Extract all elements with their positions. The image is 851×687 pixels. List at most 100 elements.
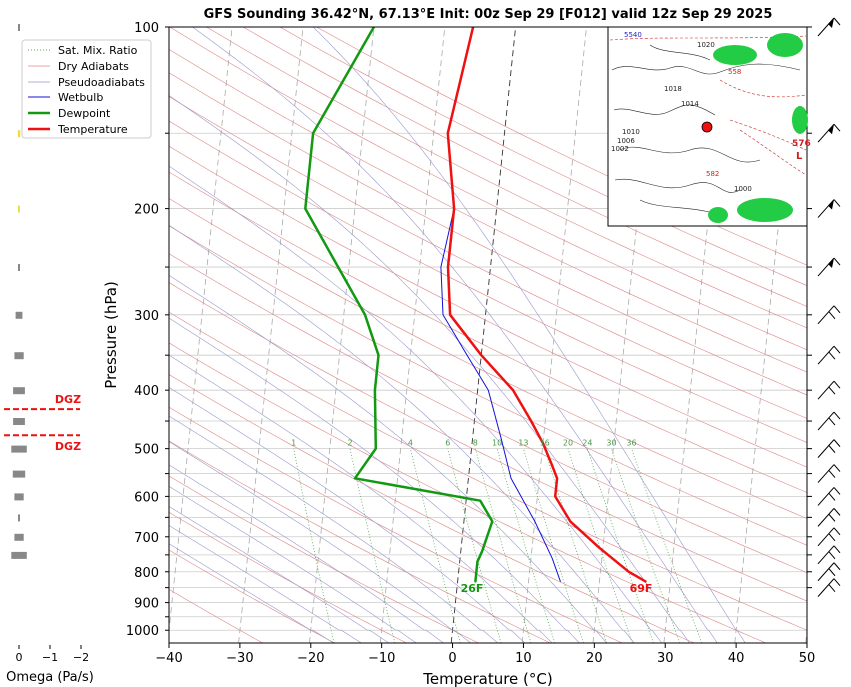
mixing-ratio-line (349, 448, 396, 643)
pseudoadiabat-line (169, 387, 526, 643)
y-tick-label: 500 (134, 443, 159, 458)
x-tick-label: −20 (297, 651, 324, 666)
omega-bar (14, 533, 24, 541)
y-tick-label: 100 (134, 21, 159, 36)
pseudoadiabat-line (169, 165, 662, 643)
omega-bar (18, 205, 20, 213)
wind-barb-pennant (828, 124, 834, 135)
isotherm-line (592, 27, 658, 643)
dry-adiabat-line (169, 475, 479, 643)
y-tick-label: 200 (134, 203, 159, 218)
x-tick-label: −40 (155, 651, 182, 666)
wind-barb-pennant (828, 18, 834, 28)
y-tick-label: 900 (134, 597, 159, 612)
inset-contour-label-1020: 1020 (697, 41, 715, 49)
mixing-ratio-label: 8 (473, 439, 478, 448)
x-tick-label: −30 (226, 651, 253, 666)
temperature-line (446, 27, 647, 583)
wind-barb-staff (817, 439, 835, 458)
wind-barbs (806, 17, 841, 643)
dry-adiabat-line (279, 27, 807, 286)
background-lines (169, 27, 807, 643)
wind-barb-flag (828, 470, 836, 478)
wind-barb-flag (833, 527, 841, 536)
mixing-ratio-line (293, 448, 335, 643)
wind-barb-pennant (828, 199, 834, 210)
isotherm-line (309, 27, 375, 643)
mixing-ratio-label: 24 (582, 439, 592, 448)
inset-contour-label-1014: 1014 (681, 100, 699, 108)
mixing-ratio-label: 30 (606, 439, 616, 448)
wind-barb-flag (833, 257, 841, 266)
isotherm-line (238, 27, 304, 643)
inset-contour-label-582: 582 (706, 170, 719, 178)
inset-contour-label-576: 576 (792, 139, 811, 149)
dry-adiabat-line (169, 512, 407, 643)
dry-adiabat-line (243, 27, 807, 307)
isotherm-line (734, 27, 800, 643)
omega-bar (13, 387, 25, 395)
mixing-ratio-labels: 1 2 4 6 8 10 13 16 20 24 30 36 (291, 439, 636, 448)
isotherm-line (663, 27, 729, 643)
mixing-ratio-label: 13 (518, 439, 528, 448)
chart-title: GFS Sounding 36.42°N, 67.13°E Init: 00z … (204, 7, 773, 22)
x-axis-ticks: −40 −30 −20 −10 0 10 20 30 40 50 (155, 643, 815, 666)
wind-barb-staff (817, 487, 835, 506)
dry-adiabat-line (169, 225, 807, 546)
wind-barb-flag (833, 345, 841, 354)
wind-barb-flag (833, 199, 841, 207)
x-tick-label: −10 (368, 651, 395, 666)
dry-adiabat-line (169, 282, 807, 602)
legend-label-dewpoint: Dewpoint (58, 107, 111, 120)
surface-temperature-label: 69F (630, 582, 653, 595)
legend-label-temperature: Temperature (57, 123, 128, 136)
mixing-ratio-label: 36 (626, 439, 636, 448)
omega-dgz-lines (4, 408, 80, 437)
mixing-ratio-line (631, 448, 703, 643)
omega-ticks: 0 −1 −2 (16, 645, 89, 664)
pseudoadiabat-line (192, 27, 718, 643)
inset-contour-label-5540: 5540 (624, 31, 642, 39)
isotherm-line (379, 27, 446, 643)
inset-contour-label-1006: 1006 (617, 137, 635, 145)
freezing-isotherm (450, 27, 517, 643)
inset-contour-label-1002: 1002 (611, 145, 629, 153)
x-axis-label: Temperature (°C) (422, 670, 552, 687)
dry-adiabat-line (169, 253, 807, 574)
wind-barb-flag (833, 17, 841, 26)
mixing-ratio-label: 4 (408, 439, 413, 448)
pseudoadiabat-line (169, 506, 390, 643)
wind-barb-flag (833, 464, 841, 472)
omega-tick-label: −2 (73, 651, 89, 664)
inset-contour-label-1010: 1010 (622, 128, 640, 136)
wind-barb-flag (828, 551, 836, 560)
mixing-ratio-line (496, 448, 556, 643)
pseudoadiabat-line (169, 317, 580, 643)
mixing-ratio-line (611, 448, 681, 643)
wind-barb-staff (817, 545, 835, 565)
dgz-label-bottom: DGZ (55, 440, 81, 453)
dry-adiabat-line (169, 171, 807, 493)
pseudoadiabat-line (169, 354, 553, 643)
wind-barb-flag (833, 487, 841, 495)
wind-barb-flag (828, 311, 836, 320)
wind-barb-flag (833, 305, 841, 314)
pseudoadiabat-line (169, 441, 471, 643)
wind-barb-flag (828, 584, 836, 592)
wind-barb-flag (828, 445, 836, 453)
omega-tick-label: 0 (16, 651, 23, 664)
pseudoadiabat-line (169, 543, 334, 643)
y-tick-label: 800 (134, 566, 159, 581)
wind-barb-staff (817, 380, 835, 400)
legend-label-pseudoadiabats: Pseudoadiabats (58, 76, 145, 89)
wind-barb-flag (828, 386, 836, 395)
mixing-ratio-line (567, 448, 633, 643)
mixing-ratio-label: 10 (492, 439, 502, 448)
omega-bar (14, 493, 24, 501)
omega-bar (14, 352, 24, 360)
pseudoadiabat-line (169, 525, 362, 643)
omega-bar (17, 130, 21, 138)
dgz-label-top: DGZ (55, 393, 81, 406)
isotherm-line (805, 626, 807, 643)
inset-map: 5540 1020 1018 1014 1010 1006 1002 1000 … (607, 26, 811, 227)
